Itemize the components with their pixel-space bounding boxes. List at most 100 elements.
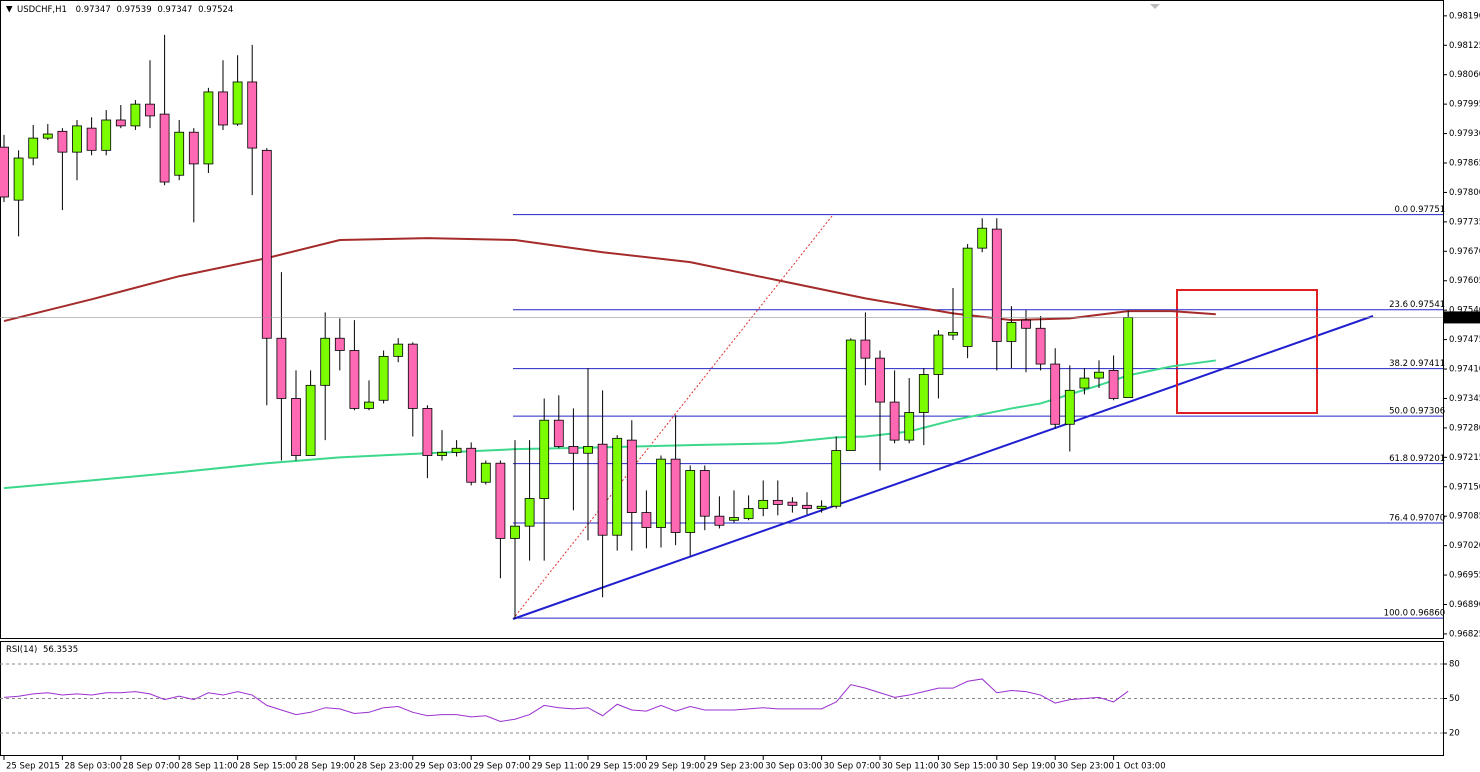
candle-body	[685, 470, 696, 533]
x-tick-label: 30 Sep 19:00	[999, 762, 1056, 772]
x-tick-label: 29 Sep 07:00	[473, 762, 530, 772]
candle-body	[188, 131, 199, 165]
candle-body	[203, 91, 214, 165]
fib-price: 0.97541	[1410, 300, 1445, 310]
x-tick-label: 29 Sep 11:00	[532, 762, 589, 772]
fib-ratio: 61.8	[1389, 454, 1408, 464]
candle-body	[57, 130, 68, 153]
candle-body	[1064, 389, 1075, 425]
candle-body	[918, 374, 929, 413]
fib-price: 0.97070	[1410, 513, 1445, 523]
fib-ratio: 38.2	[1389, 359, 1408, 369]
candle-body	[495, 462, 506, 539]
candle-body	[729, 517, 739, 521]
candle-body	[889, 401, 900, 441]
candle-body	[831, 450, 842, 507]
y-tick-label: 0.97865	[1449, 159, 1480, 169]
fib-price: 0.96860	[1410, 609, 1445, 619]
candle-body	[670, 458, 681, 533]
y-tick-label: 0.97085	[1449, 512, 1480, 522]
x-tick-label: 28 Sep 11:00	[181, 762, 238, 772]
moving-average	[3, 237, 1216, 323]
candle-body	[218, 91, 228, 126]
candle-body	[1108, 369, 1119, 399]
trend-line	[512, 315, 1374, 620]
candle-body	[743, 508, 754, 519]
candle-body	[510, 525, 520, 539]
low-value: 0.97347	[157, 5, 192, 15]
candle-body	[802, 504, 812, 509]
y-tick-label: 0.98125	[1449, 41, 1480, 51]
candle-body	[553, 419, 564, 447]
candle-body	[904, 412, 915, 441]
y-tick-label: 0.97215	[1449, 453, 1480, 463]
candle-body	[130, 103, 141, 127]
candle-body	[145, 103, 155, 117]
candle-body	[948, 331, 958, 336]
x-tick-label: 30 Sep 11:00	[882, 762, 939, 772]
rsi-value: 56.3535	[43, 645, 78, 655]
x-tick-label: 25 Sep 2015	[6, 762, 60, 772]
chart-header: USDCHF,H1 0.97347 0.97539 0.97347 0.9752…	[17, 5, 233, 15]
y-tick-label: 80	[1449, 660, 1460, 670]
y-tick-label: 0.97995	[1449, 100, 1480, 110]
y-tick-label: 0.97345	[1449, 394, 1480, 404]
symbol: USDCHF,H1	[17, 5, 67, 15]
candle-body	[656, 458, 666, 528]
x-tick-label: 28 Sep 23:00	[356, 762, 413, 772]
y-tick-label: 20	[1449, 729, 1460, 739]
candle-body	[1021, 319, 1031, 329]
x-tick-label: 29 Sep 19:00	[648, 762, 705, 772]
candle-body	[378, 355, 389, 401]
candle-body	[247, 81, 258, 149]
candle-body	[568, 446, 579, 454]
candle-body	[539, 419, 550, 499]
rsi-header: RSI(14) 56.3535	[6, 645, 78, 655]
candle-body	[860, 339, 871, 359]
candle-body	[174, 131, 185, 176]
close-value: 0.97524	[198, 5, 233, 15]
candle-body	[626, 439, 637, 513]
y-tick-label: 0.97735	[1449, 217, 1480, 227]
menu-arrow: ▼	[6, 5, 13, 15]
price-tag-label: 0.97524	[1447, 313, 1480, 323]
fib-price: 0.97306	[1410, 407, 1445, 417]
candle-body	[0, 146, 9, 198]
candle-body	[101, 119, 112, 151]
candle-body	[159, 113, 170, 183]
candle-body	[437, 451, 447, 456]
candle-body	[714, 515, 725, 526]
candle-body	[28, 137, 39, 159]
x-tick-label: 28 Sep 19:00	[298, 762, 355, 772]
x-tick-label: 29 Sep 23:00	[707, 762, 764, 772]
candle-body	[291, 398, 301, 456]
high-value: 0.97539	[116, 5, 151, 15]
candle-body	[72, 125, 82, 153]
shift-marker	[1150, 4, 1160, 9]
rsi-title: RSI(14)	[6, 645, 37, 655]
candle-body	[42, 133, 53, 139]
candle-body	[758, 499, 769, 509]
x-tick-label: 28 Sep 07:00	[123, 762, 180, 772]
candle-body	[962, 247, 973, 347]
highlight-box	[1176, 289, 1318, 414]
candle-body	[524, 498, 535, 527]
candle-body	[597, 443, 608, 536]
fib-price: 0.97201	[1410, 454, 1445, 464]
candle-body	[1035, 327, 1046, 365]
fib-ratio: 100.0	[1384, 609, 1408, 619]
fib-ratio: 23.6	[1389, 300, 1408, 310]
candle-body	[933, 334, 944, 375]
candle-body	[612, 437, 623, 536]
candle-body	[364, 401, 374, 409]
fib-price: 0.97411	[1410, 359, 1445, 369]
x-tick-label: 29 Sep 15:00	[590, 762, 647, 772]
candle-body	[334, 337, 345, 351]
